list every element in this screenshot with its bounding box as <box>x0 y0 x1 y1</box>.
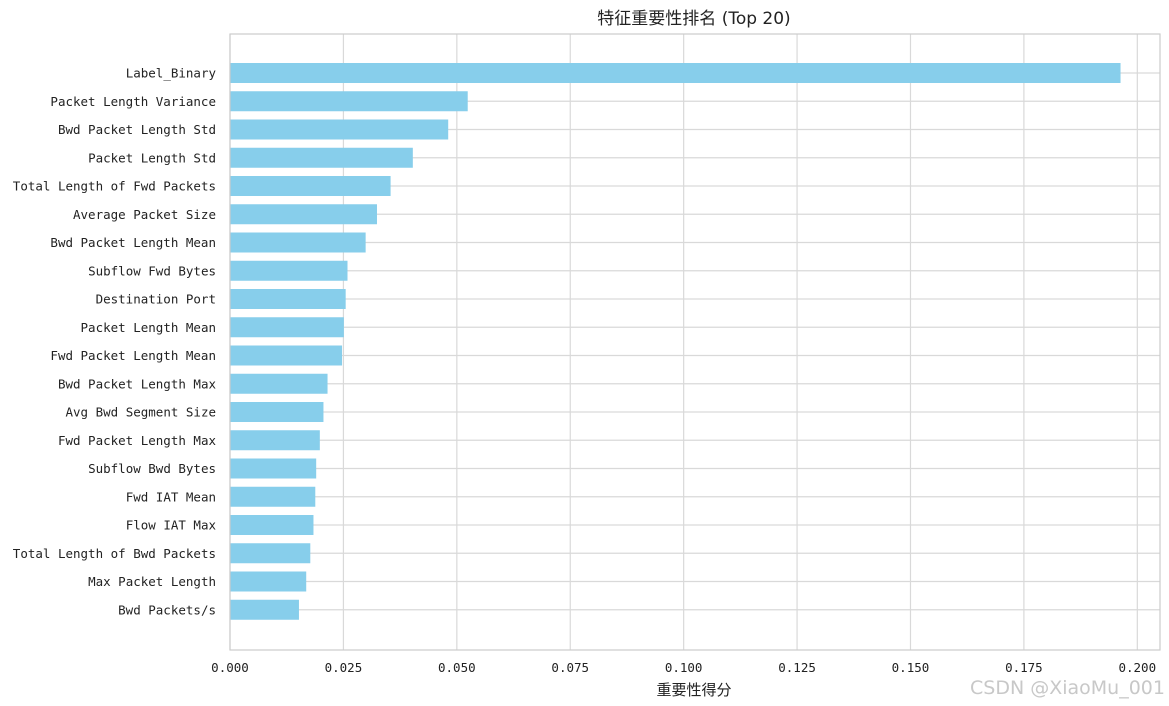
watermark: CSDN @XiaoMu_001 <box>970 677 1165 699</box>
y-tick-label: Subflow Fwd Bytes <box>88 263 216 278</box>
y-tick-label: Bwd Packet Length Mean <box>50 235 216 250</box>
y-tick-label: Avg Bwd Segment Size <box>65 405 216 420</box>
y-tick-label: Bwd Packet Length Std <box>58 122 216 137</box>
bar <box>230 430 320 451</box>
bar <box>230 515 314 535</box>
x-tick-label: 0.100 <box>665 660 703 675</box>
y-tick-labels: Label_Binary Packet Length Variance Bwd Pa… <box>13 66 217 618</box>
bar <box>230 63 1121 83</box>
chart-title: 特征重要性排名 (Top 20) <box>597 9 790 29</box>
y-tick-label: Flow IAT Max <box>126 518 217 533</box>
y-tick-label: Packet Length Std <box>88 150 216 165</box>
bar <box>230 232 366 253</box>
y-tick-label: Subflow Bwd Bytes <box>88 461 216 476</box>
bar <box>230 345 343 366</box>
y-tick-label: Fwd Packet Length Max <box>58 433 217 448</box>
bar <box>230 204 377 225</box>
x-tick-labels: 0.000 0.025 0.050 0.075 0.100 0.125 0.150 0.175… <box>211 660 1156 675</box>
bar <box>230 571 307 592</box>
x-tick-label: 0.175 <box>1005 660 1043 675</box>
y-tick-label: Total Length of Bwd Packets <box>13 546 216 561</box>
x-tick-label: 0.025 <box>325 660 363 675</box>
x-tick-label: 0.150 <box>892 660 930 675</box>
bars <box>230 63 1121 620</box>
y-tick-label: Average Packet Size <box>73 207 216 222</box>
y-tick-label: Destination Port <box>96 292 216 307</box>
x-tick-label: 0.075 <box>551 660 589 675</box>
y-tick-label: Total Length of Fwd Packets <box>13 179 216 194</box>
y-tick-label: Packet Length Variance <box>50 94 216 109</box>
bar <box>230 176 391 196</box>
x-axis-label: 重要性得分 <box>656 681 731 699</box>
bar <box>230 91 468 112</box>
bar <box>230 599 299 620</box>
bar <box>230 147 413 168</box>
bar <box>230 289 346 309</box>
bar <box>230 402 324 422</box>
bar <box>230 486 316 507</box>
bar <box>230 373 328 394</box>
y-tick-label: Packet Length Mean <box>81 320 216 335</box>
x-tick-label: 0.000 <box>211 660 249 675</box>
y-tick-label: Fwd Packet Length Mean <box>50 348 216 363</box>
bar <box>230 260 348 281</box>
y-tick-label: Bwd Packet Length Max <box>58 376 217 391</box>
bar <box>230 458 317 479</box>
plot-frame <box>229 33 1161 651</box>
y-tick-label: Label_Binary <box>126 66 217 81</box>
y-tick-label: Max Packet Length <box>88 574 216 589</box>
y-tick-label: Bwd Packets/s <box>118 602 216 617</box>
x-tick-label: 0.125 <box>778 660 816 675</box>
x-tick-label: 0.050 <box>438 660 476 675</box>
bar <box>230 543 311 564</box>
x-tick-label: 0.200 <box>1118 660 1156 675</box>
bar <box>230 317 344 338</box>
y-tick-label: Fwd IAT Mean <box>126 489 216 504</box>
bar <box>230 119 449 140</box>
